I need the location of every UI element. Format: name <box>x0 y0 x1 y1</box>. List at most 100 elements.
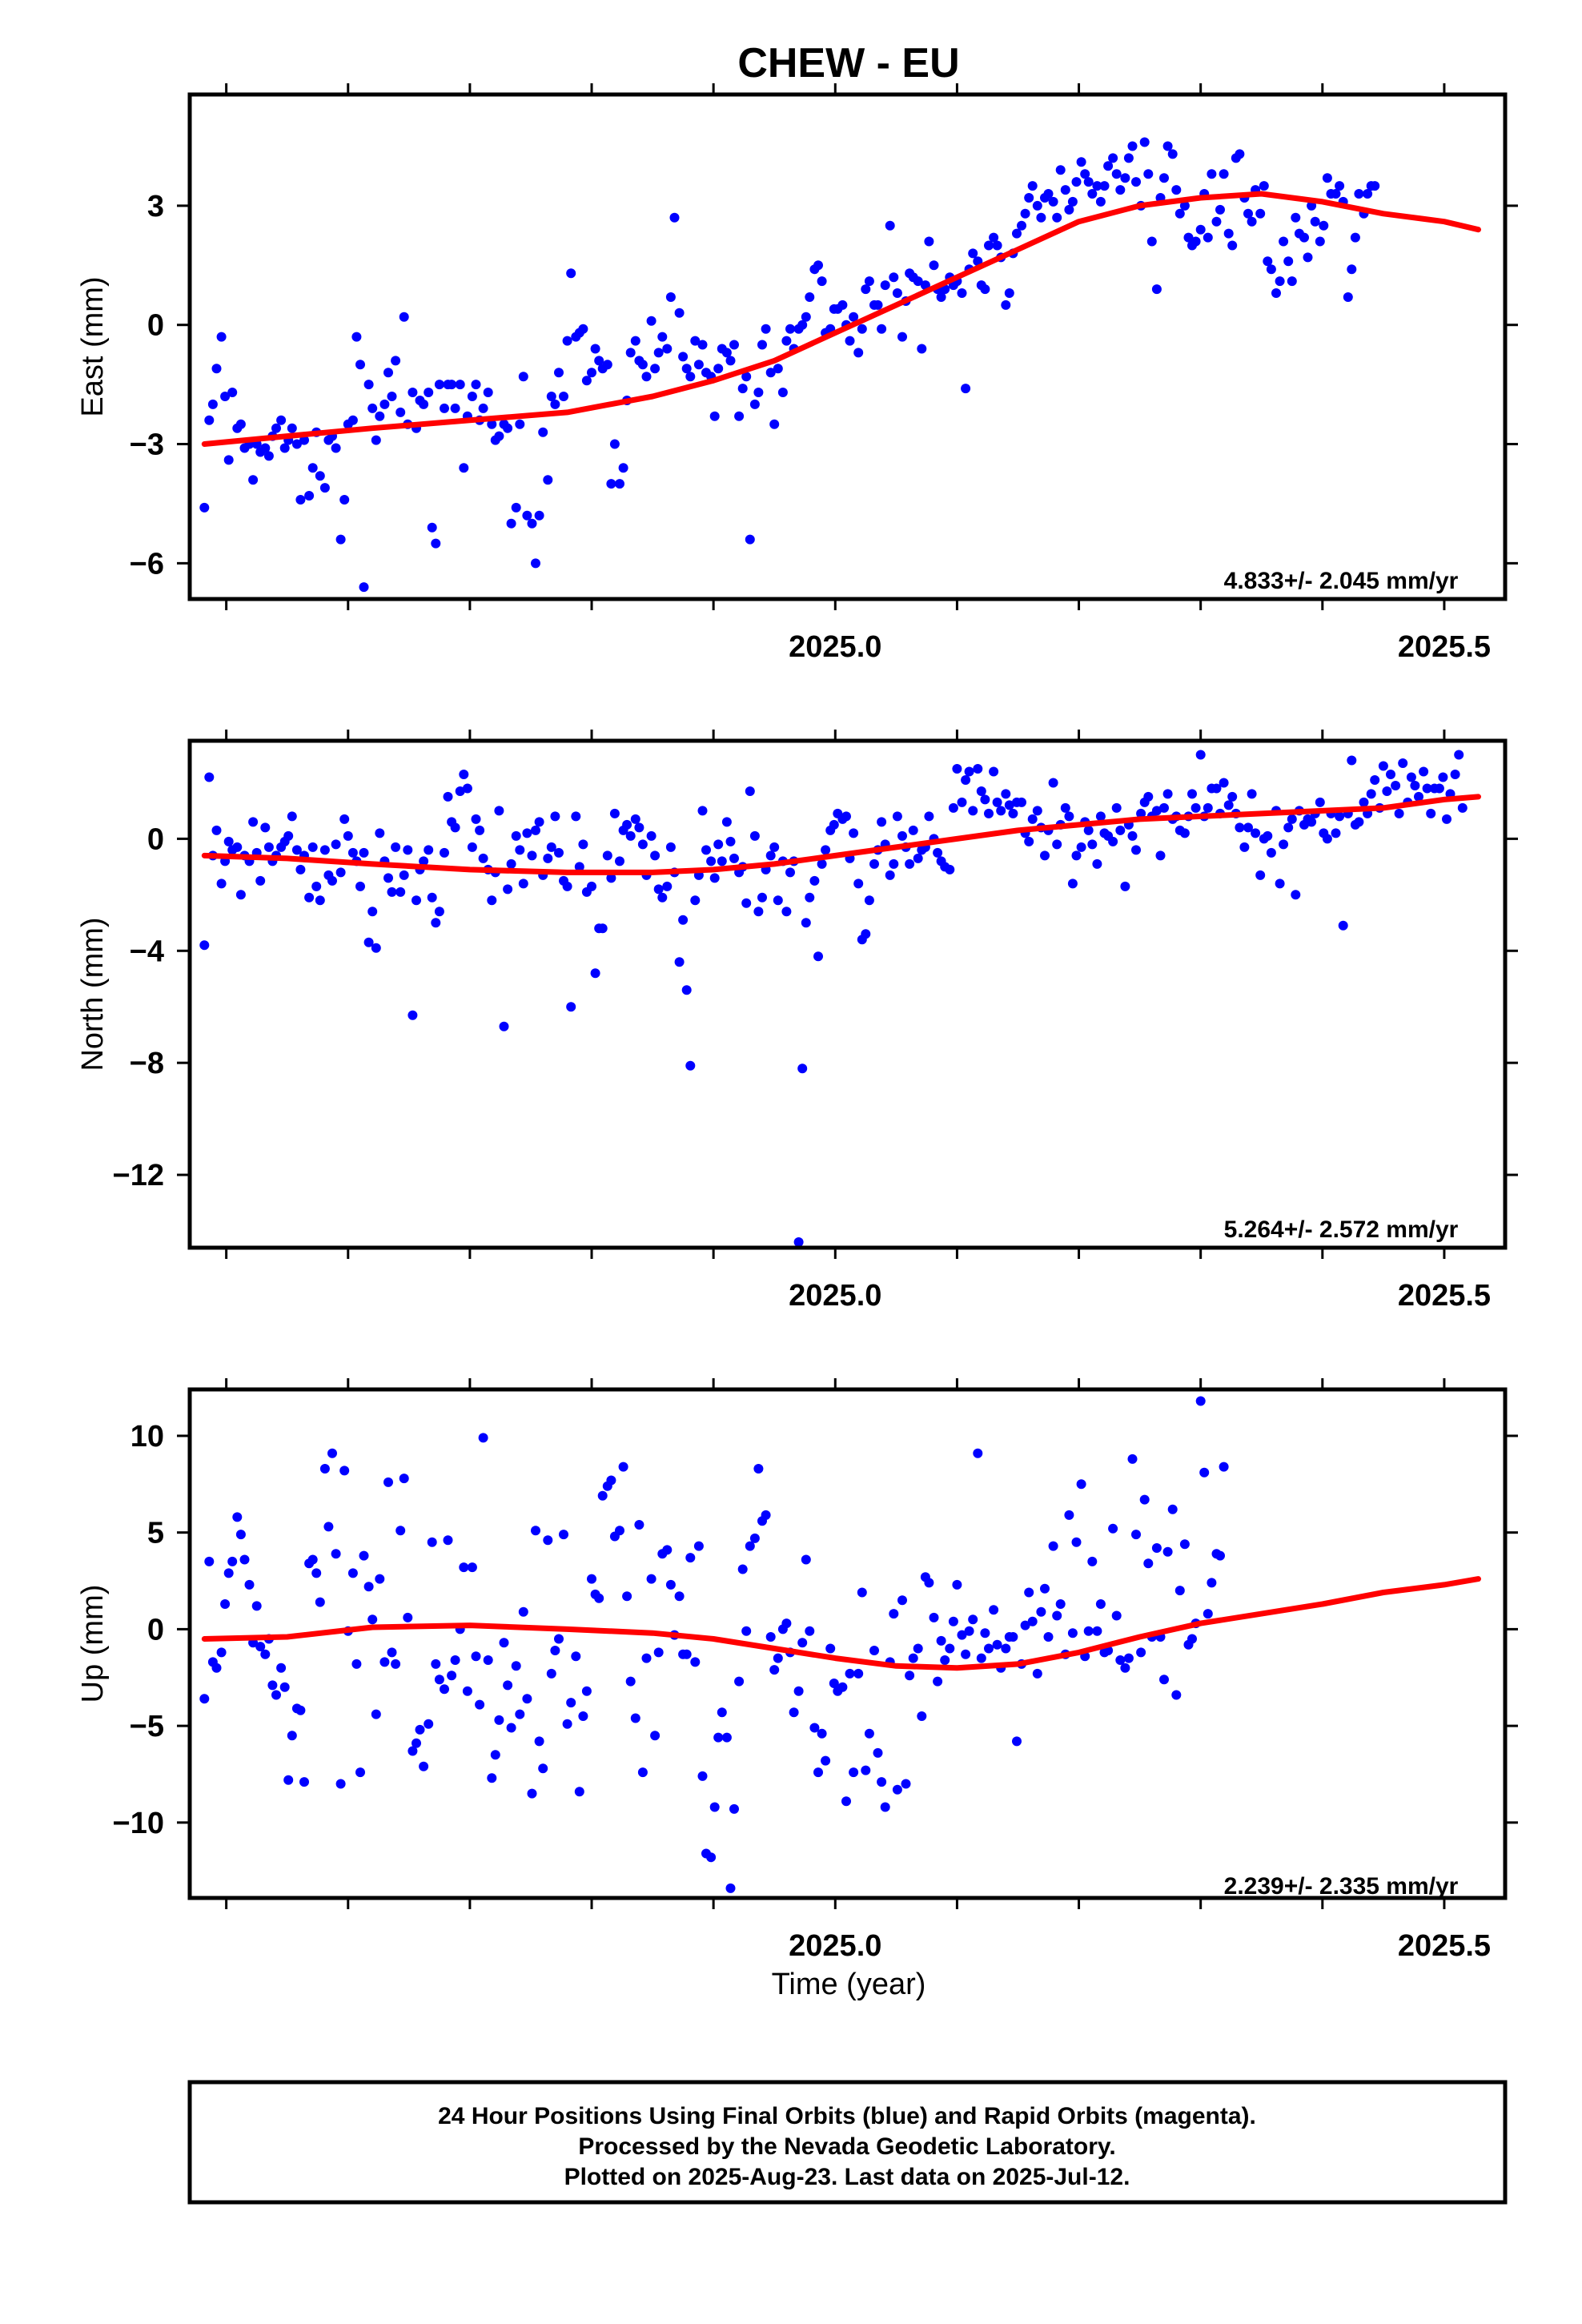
north-data-point <box>527 850 537 861</box>
up-data-point <box>1024 1587 1034 1598</box>
north-data-point <box>853 879 864 889</box>
up-data-point <box>1143 1558 1154 1569</box>
east-data-point <box>817 276 827 287</box>
east-data-point <box>538 427 548 437</box>
east-data-point <box>1111 169 1122 179</box>
up-data-point <box>554 1634 564 1644</box>
up-data-point <box>351 1659 362 1669</box>
north-data-point <box>984 808 994 818</box>
east-data-point <box>424 388 434 397</box>
east-data-point <box>271 423 281 433</box>
east-data-point <box>1259 181 1269 191</box>
north-data-point <box>515 845 525 855</box>
up-data-point <box>880 1802 890 1812</box>
north-data-point <box>665 842 676 852</box>
north-data-point <box>721 817 732 827</box>
up-data-point <box>1123 1653 1134 1663</box>
east-data-point <box>211 364 222 374</box>
north-data-point <box>1027 814 1038 824</box>
east-data-point <box>1151 284 1162 295</box>
up-data-point <box>1092 1626 1102 1636</box>
north-data-point <box>961 775 971 785</box>
up-data-point <box>490 1750 500 1760</box>
up-data-point <box>391 1659 401 1669</box>
north-y-tick-label: 0 <box>147 822 164 856</box>
east-data-point <box>785 324 795 334</box>
north-data-point <box>363 937 374 947</box>
up-data-point <box>1207 1578 1217 1588</box>
north-data-point <box>713 839 724 850</box>
up-data-point <box>1136 1647 1146 1658</box>
north-data-point <box>1366 789 1376 799</box>
up-data-point <box>1036 1606 1046 1617</box>
east-data-point <box>522 510 532 521</box>
north-data-point <box>1378 761 1388 771</box>
east-data-point <box>1315 236 1325 247</box>
north-data-point <box>809 875 820 886</box>
up-data-point <box>968 1614 978 1625</box>
north-data-point <box>1454 750 1464 760</box>
east-data-point <box>478 403 488 413</box>
north-data-point <box>657 892 668 903</box>
east-data-point <box>765 368 776 378</box>
east-data-point <box>1263 256 1273 267</box>
up-data-point <box>622 1591 632 1602</box>
east-data-point <box>646 316 656 326</box>
east-data-point <box>375 411 385 421</box>
up-data-point <box>945 1643 955 1654</box>
up-data-point <box>276 1663 287 1673</box>
east-data-point <box>590 344 600 354</box>
north-data-point <box>471 814 481 824</box>
east-data-point <box>685 372 696 382</box>
east-data-point <box>637 360 648 370</box>
up-data-point <box>984 1643 994 1654</box>
up-data-point <box>773 1653 783 1663</box>
north-data-point <box>924 811 934 822</box>
east-data-point <box>690 336 701 346</box>
north-data-point <box>681 985 692 995</box>
north-data-point <box>1266 847 1276 858</box>
up-data-point <box>1131 1530 1141 1540</box>
north-data-point <box>462 783 472 794</box>
east-data-point <box>1095 196 1106 207</box>
north-data-point <box>307 842 318 852</box>
up-data-point <box>889 1609 899 1619</box>
east-data-point <box>1191 236 1201 247</box>
north-data-point <box>869 858 879 869</box>
east-data-point <box>427 522 437 533</box>
north-data-point <box>319 845 330 855</box>
east-data-point <box>693 360 704 370</box>
up-data-point <box>615 1526 624 1536</box>
east-data-point <box>594 356 604 366</box>
east-panel: 4.833+/- 2.045 mm/yr 2025.0 2025.5 3 0 −3 −6 E… <box>76 83 1518 664</box>
north-data-point <box>554 847 564 858</box>
east-data-point <box>665 292 676 302</box>
east-data-point <box>1195 224 1206 235</box>
up-data-point <box>562 1719 572 1729</box>
up-data-point <box>801 1554 811 1565</box>
north-data-point <box>1438 772 1448 782</box>
east-data-point <box>1271 288 1281 298</box>
north-data-point <box>1307 817 1317 827</box>
north-data-point <box>1001 789 1011 799</box>
east-data-point <box>1043 189 1054 199</box>
north-data-point <box>625 830 636 841</box>
up-data-point <box>897 1595 907 1606</box>
east-points-group <box>199 137 1380 593</box>
east-data-point <box>339 495 350 505</box>
east-data-point <box>618 463 628 473</box>
up-data-point <box>279 1682 290 1692</box>
up-data-point <box>260 1649 271 1659</box>
east-data-point <box>216 332 227 342</box>
east-data-point <box>1036 212 1046 223</box>
east-rate-label: 4.833+/- 2.045 mm/yr <box>1224 568 1459 594</box>
up-data-point <box>952 1579 962 1590</box>
up-data-point <box>383 1477 393 1487</box>
up-data-point <box>239 1554 250 1565</box>
east-data-point <box>347 415 358 425</box>
north-data-point <box>1092 858 1102 869</box>
east-data-point <box>276 415 287 425</box>
north-data-point <box>531 825 540 835</box>
up-data-point <box>251 1601 262 1611</box>
east-data-point <box>1048 196 1058 207</box>
